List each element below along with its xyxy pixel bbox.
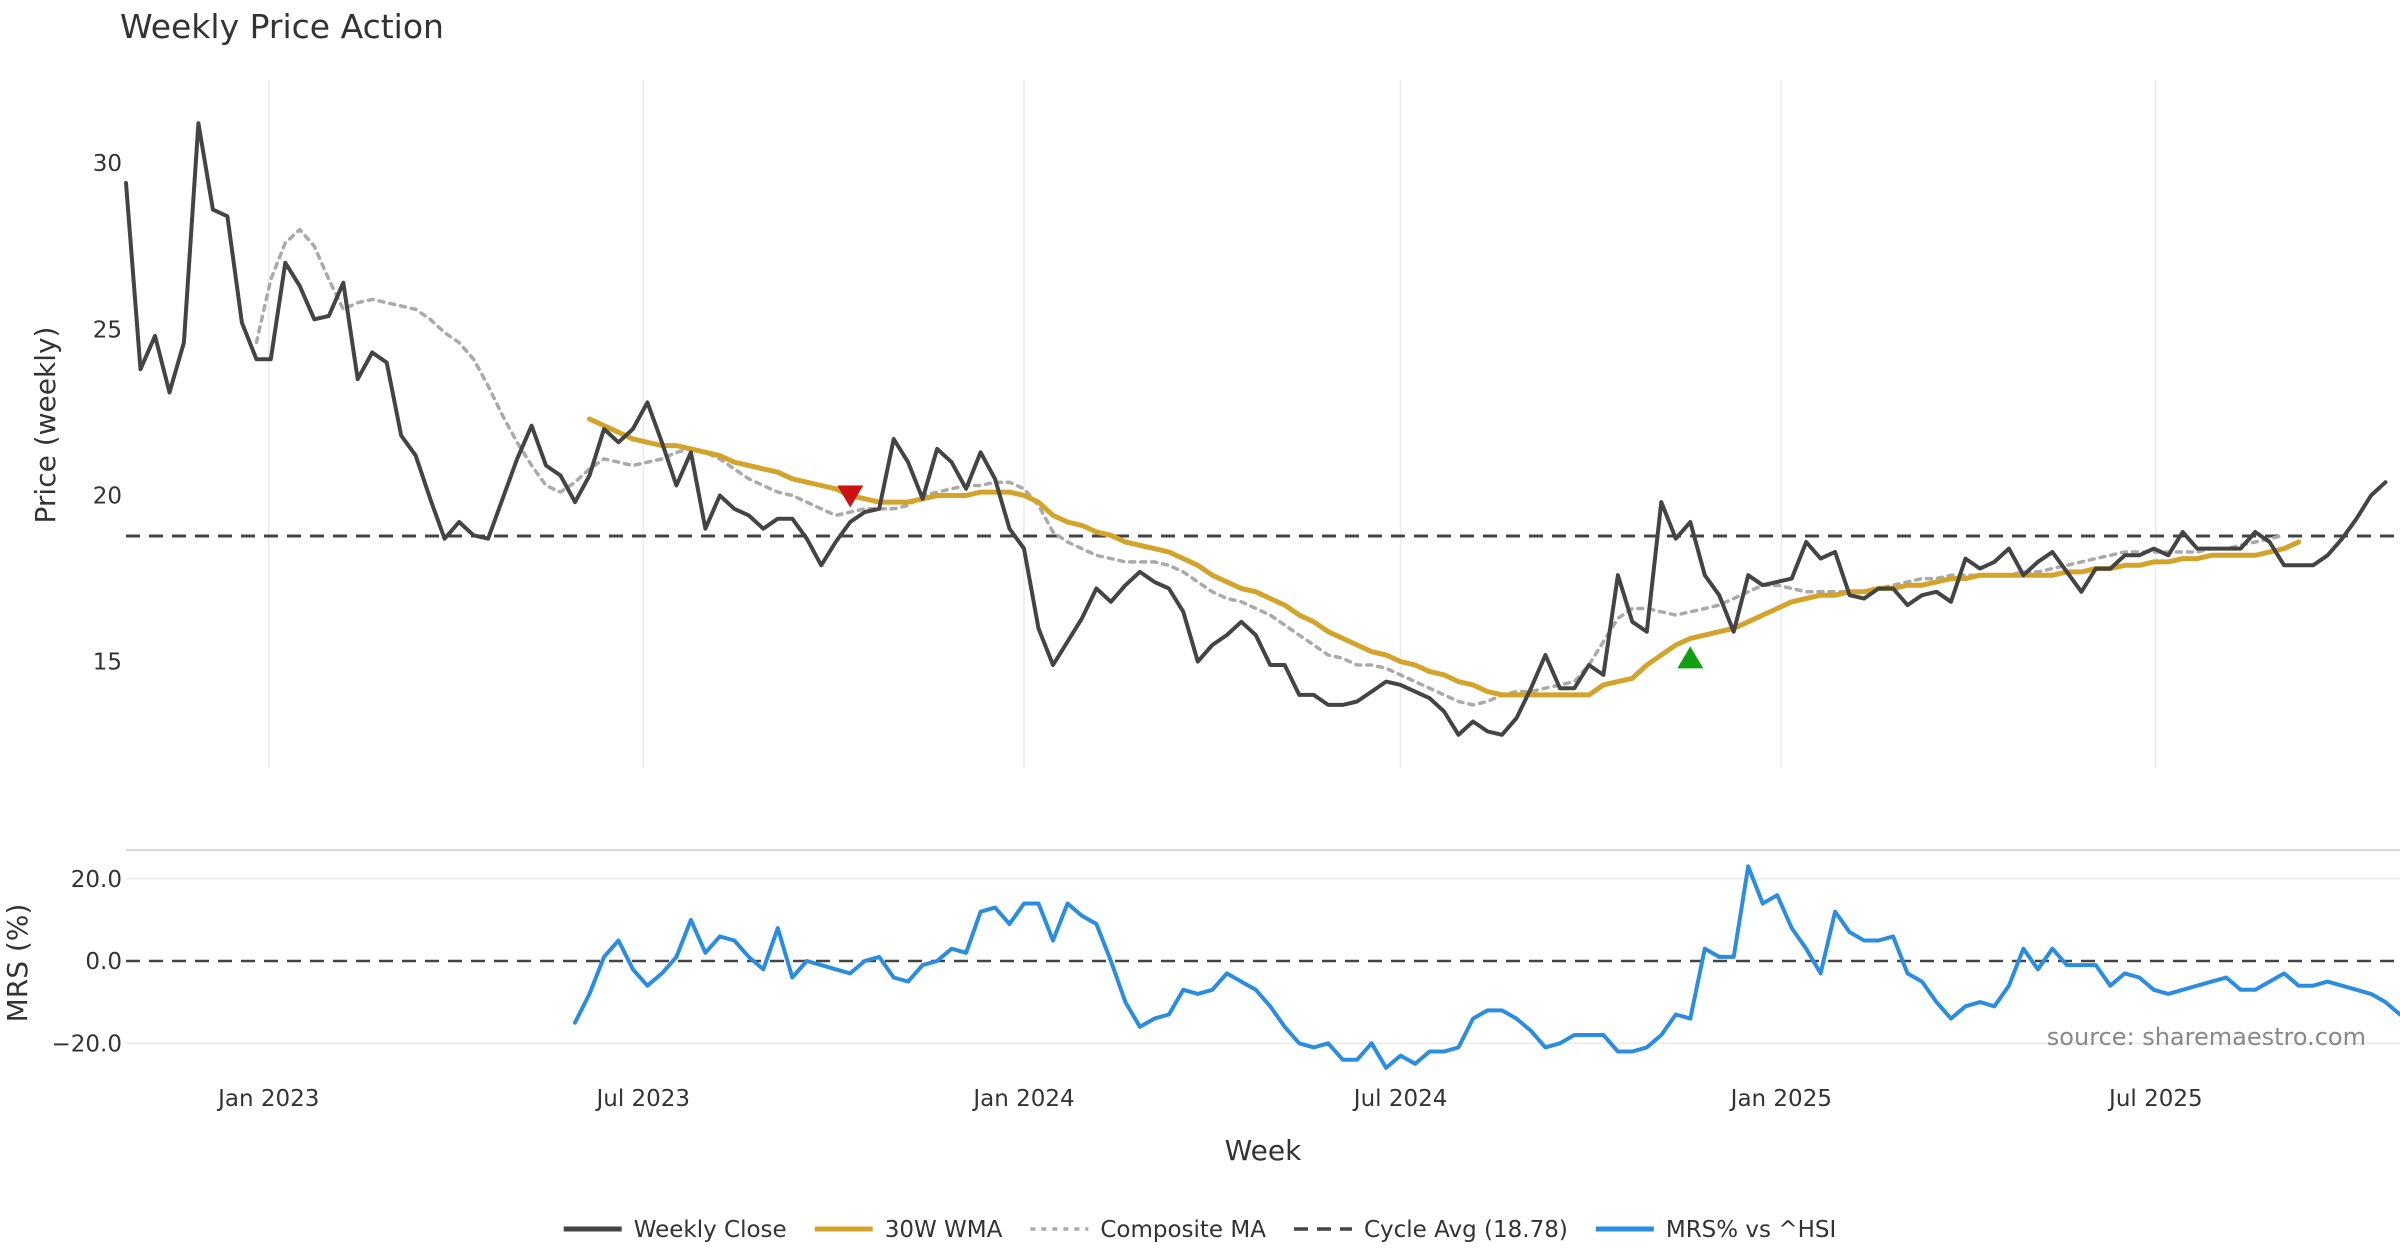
legend-item: MRS% vs ^HSI (1595, 1217, 1836, 1243)
x-tick-label: Jan 2025 (1729, 1086, 1832, 1112)
legend-item: Cycle Avg (18.78) (1293, 1217, 1568, 1243)
weekly-close-line (124, 121, 2388, 737)
price-series (124, 121, 2400, 737)
buy-signal-marker (1677, 646, 1704, 669)
legend-label: 30W WMA (885, 1217, 1003, 1243)
30w-wma-line (587, 416, 2302, 698)
composite-ma-line (254, 227, 2286, 707)
x-tick-label: Jan 2023 (216, 1086, 319, 1112)
mrs-gridlines (126, 878, 2400, 1045)
mrs-y-tick-label: 0.0 (85, 949, 122, 975)
mrs-y-axis-label: MRS (%) (1, 904, 34, 1023)
source-note: source: sharemaestro.com (2047, 1023, 2366, 1051)
sell-signal-marker (837, 485, 864, 508)
x-axis-ticks: Jan 2023 Jul 2023 Jan 2024 Jul 2024 Jan 2025… (216, 1086, 2203, 1112)
x-tick-label: Jul 2023 (594, 1086, 690, 1112)
x-tick-label: Jan 2024 (971, 1086, 1074, 1112)
legend-label: Composite MA (1100, 1217, 1266, 1243)
legend-item: 30W WMA (814, 1217, 1003, 1243)
legend-item: Weekly Close (563, 1217, 787, 1243)
mrs-y-tick-label: 20.0 (71, 867, 122, 893)
price-y-tick-label: 25 (93, 317, 122, 343)
legend-item: Composite MA (1030, 1217, 1266, 1243)
legend: Weekly Close 30W WMA Composite MA Cycle Avg… (563, 1217, 1836, 1243)
price-panel: 15 20 25 30 Price (weekly) (29, 80, 2400, 768)
mrs-y-tick-label: −20.0 (52, 1031, 122, 1057)
signal-markers (837, 485, 1704, 669)
price-y-tick-label: 20 (93, 483, 122, 509)
mrs-y-ticks: 20.0 0.0 −20.0 (52, 867, 122, 1057)
x-tick-label: Jul 2024 (1352, 1086, 1448, 1112)
x-axis-label: Week (1225, 1134, 1302, 1167)
chart-title: Weekly Price Action (120, 7, 444, 46)
legend-label: Cycle Avg (18.78) (1364, 1217, 1568, 1243)
x-tick-label: Jul 2025 (2107, 1086, 2203, 1112)
mrs-panel: 20.0 0.0 −20.0 MRS (%) source: sharemaestr… (1, 864, 2400, 1070)
price-y-axis-label: Price (weekly) (29, 327, 62, 524)
legend-label: MRS% vs ^HSI (1666, 1217, 1836, 1243)
mrs-line (573, 864, 2400, 1070)
price-gridlines (268, 80, 2157, 768)
mrs-series (126, 864, 2400, 1070)
price-y-tick-label: 15 (93, 650, 122, 676)
price-y-ticks: 15 20 25 30 (93, 151, 122, 676)
legend-label: Weekly Close (634, 1217, 787, 1243)
price-y-tick-label: 30 (93, 151, 122, 177)
